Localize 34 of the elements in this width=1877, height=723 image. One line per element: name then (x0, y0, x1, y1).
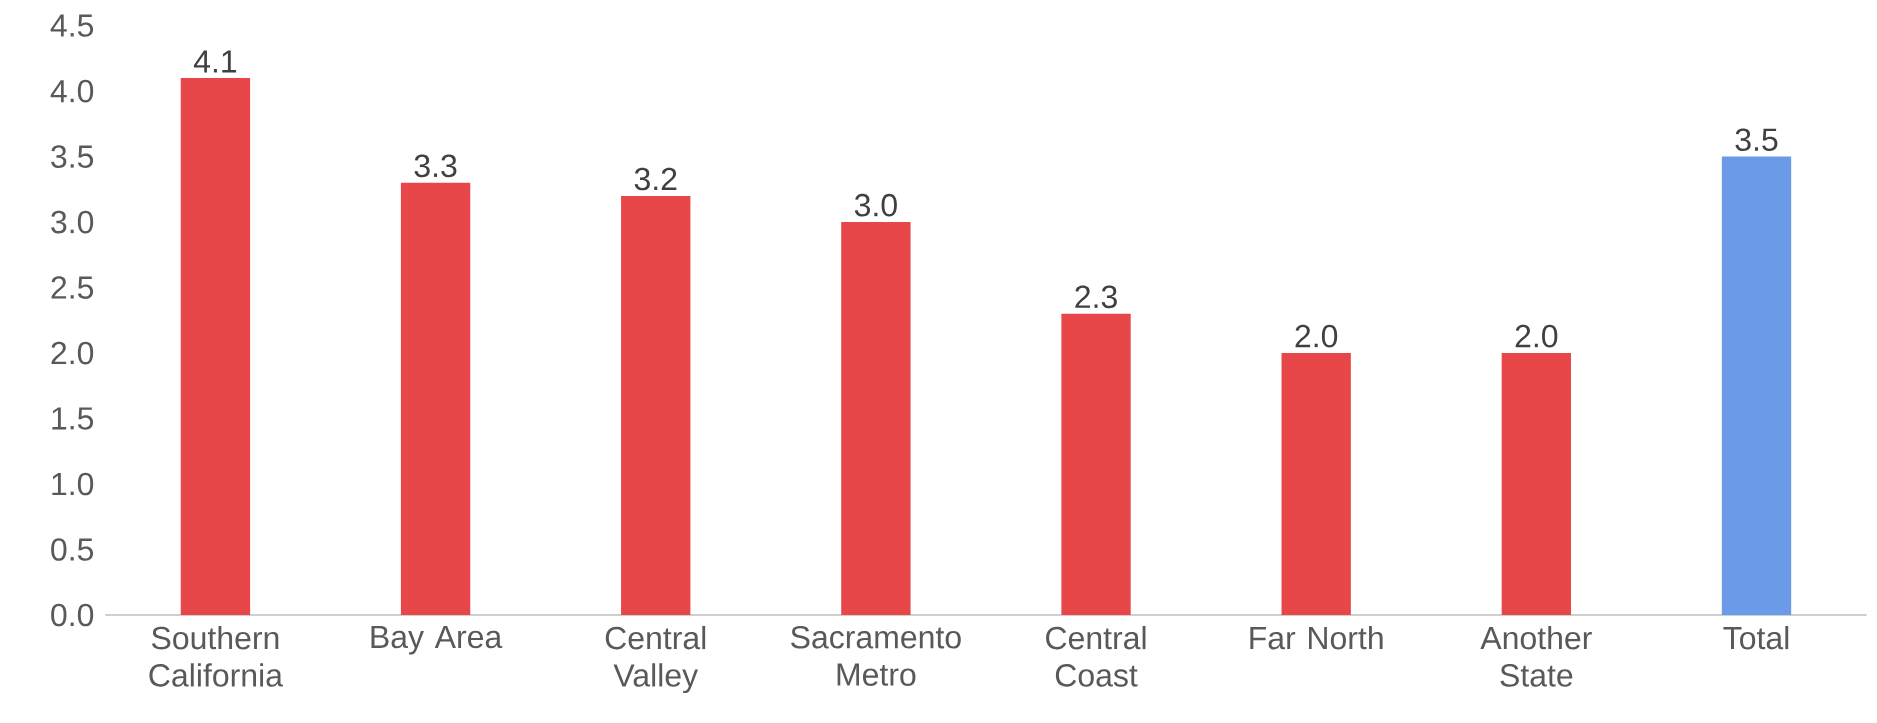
y-tick-label: 3.5 (51, 145, 94, 168)
x-tick-label: Sacramento Metro (791, 625, 961, 686)
y-tick-label: 1.0 (52, 472, 94, 496)
bar (621, 195, 691, 615)
y-tick-label: 1.5 (52, 407, 94, 430)
bar (1501, 353, 1572, 615)
bar (1061, 313, 1131, 615)
bar (400, 182, 471, 615)
y-tick-label: 4.0 (50, 79, 94, 103)
y-tick-label: 4.5 (50, 14, 94, 37)
data-label: 4.1 (193, 50, 237, 73)
x-tick-label: Another State (1480, 625, 1592, 687)
x-tick-label: Total (1723, 625, 1789, 650)
bar (1281, 353, 1351, 615)
x-tick-label: Central Valley (605, 625, 706, 694)
bar (841, 222, 911, 615)
data-label: 2.0 (1515, 324, 1558, 348)
x-tick-label: Bay Area (371, 625, 503, 655)
data-label: 3.0 (854, 193, 897, 217)
data-label: 2.0 (1295, 324, 1338, 348)
y-tick-label: 0.5 (51, 538, 94, 561)
y-tick-label: 2.0 (51, 341, 94, 365)
bar (180, 78, 251, 615)
y-tick-label: 3.0 (51, 210, 94, 234)
data-label: 3.3 (414, 154, 457, 178)
data-label: 3.2 (634, 167, 677, 191)
x-tick-label: Southern California (149, 625, 283, 687)
bar (1721, 156, 1792, 615)
data-label: 2.3 (1075, 285, 1117, 309)
x-tick-label: Far North (1250, 625, 1383, 650)
y-tick-label: 2.5 (51, 276, 94, 299)
data-label: 3.5 (1735, 128, 1778, 152)
y-tick-label: 0.0 (51, 603, 94, 627)
x-tick-label: Central Coast (1046, 625, 1146, 687)
